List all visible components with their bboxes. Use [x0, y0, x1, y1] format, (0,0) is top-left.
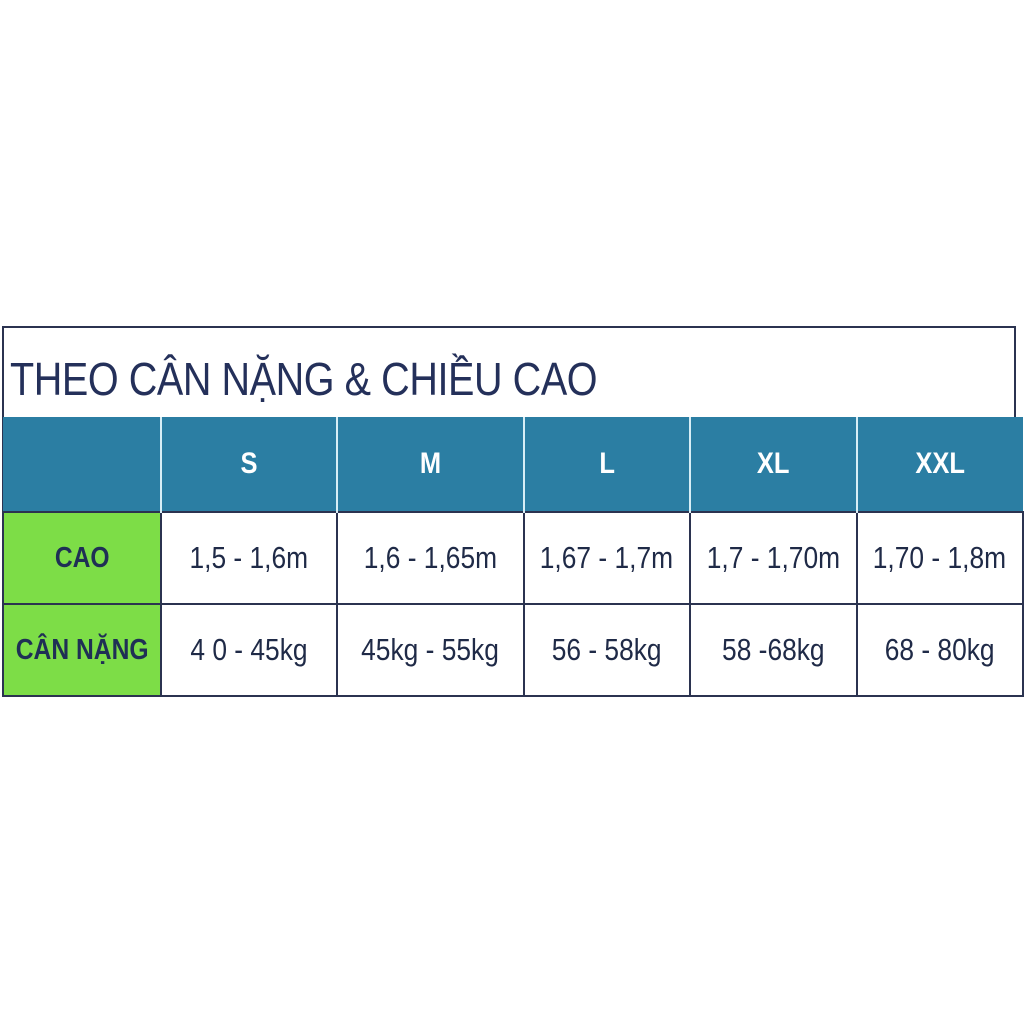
- header-row: S M L XL XXL: [3, 417, 1023, 512]
- cell: 1,70 - 1,8m: [855, 511, 1024, 605]
- header-size-xl: XL: [689, 417, 857, 512]
- cell: 68 - 80kg: [855, 603, 1024, 697]
- cell: 56 - 58kg: [522, 603, 692, 697]
- header-size-s: S: [160, 417, 338, 512]
- cell: 1,5 - 1,6m: [160, 511, 339, 605]
- chart-title: THEO CÂN NẶNG & CHIỀU CAO: [10, 353, 598, 405]
- row-label-height: CAO: [1, 511, 163, 605]
- cell: 4 0 - 45kg: [160, 603, 339, 697]
- table-row-height: CAO 1,5 - 1,6m 1,6 - 1,65m 1,67 - 1,7m 1…: [1, 511, 1024, 605]
- header-size-xxl: XXL: [855, 417, 1023, 512]
- header-size-m: M: [336, 417, 524, 512]
- size-table: S M L XL XXL CAO 1,5 - 1,6m 1,6 - 1,65m …: [1, 417, 1024, 697]
- cell: 1,67 - 1,7m: [522, 511, 692, 605]
- cell: 1,6 - 1,65m: [336, 511, 525, 605]
- cell: 58 -68kg: [689, 603, 858, 697]
- row-label-weight: CÂN NẶNG: [1, 603, 163, 697]
- header-corner: [3, 417, 162, 512]
- table-row-weight: CÂN NẶNG 4 0 - 45kg 45kg - 55kg 56 - 58k…: [1, 603, 1024, 697]
- cell: 1,7 - 1,70m: [689, 511, 858, 605]
- header-size-l: L: [522, 417, 691, 512]
- cell: 45kg - 55kg: [336, 603, 525, 697]
